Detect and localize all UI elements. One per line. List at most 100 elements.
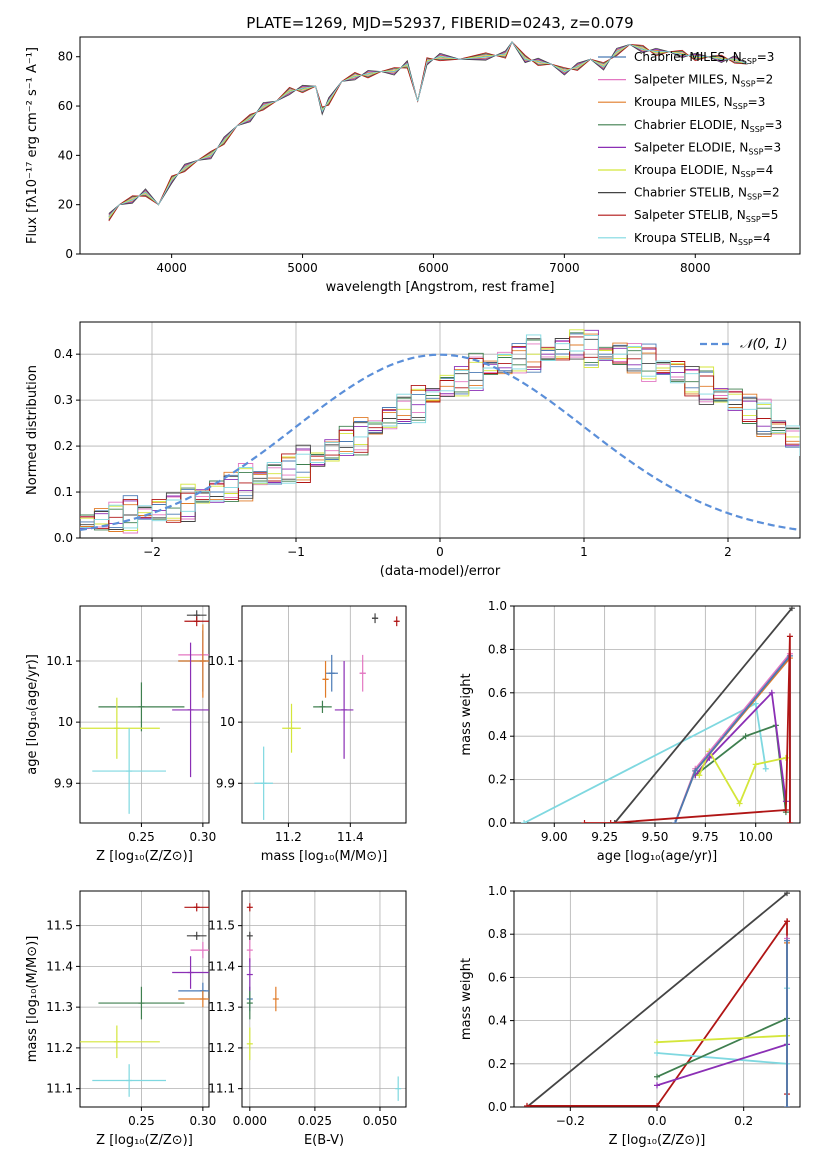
legend-suffix: =2 [762,186,780,200]
x-axis-label: age [log₁₀(age/yr)] [597,849,718,864]
y-axis-label: Flux [fλ10⁻¹⁷ erg cm⁻² s⁻¹ A⁻¹] [25,47,40,244]
errorbar-point-kroupa_stelib [92,1064,166,1097]
y-tick-label: 10.1 [46,654,73,668]
errorbar-point-kroupa_elodie [246,1027,253,1061]
weight-series-salpeter_elodie [656,1043,788,1087]
y-tick-label: 10 [220,715,235,729]
errorbar-point-chabrier_elodie [98,986,185,1020]
weight-point-kroupa_elodie [736,800,743,807]
panel-mass_vs_ebv: 0.000 0.025 0.050 11.1 11.2 11.3 11.4 11.5 E(B-V… [208,890,407,1148]
legend-subscript: SSP [741,80,756,89]
y-tick-label: 80 [58,50,73,64]
panel-weight_vs_age: 9.00 9.25 9.50 9.75 10.00 0.0 0.2 0.4 0.6 0.8 1.0 a… [459,599,801,864]
legend-subscript: SSP [741,170,756,179]
legend-label-salpeter_stelib: Salpeter STELIB, NSSP=5 [634,208,778,224]
errorbar-point-salpeter_stelib [393,616,400,627]
errorbar-point-chabrier_stelib [246,931,253,940]
legend-label-chabrier_stelib: Chabrier STELIB, NSSP=2 [634,186,780,202]
x-axis-label: E(B-V) [304,1133,344,1148]
legend-subscript: SSP [750,125,765,134]
weight-point-chabrier_elodie [654,1073,660,1080]
weight-point-salpeter_stelib [654,1102,660,1107]
errorbar-point-salpeter_miles [246,937,253,963]
weight-point-salpeter_stelib [782,806,789,813]
weight-point-salpeter_stelib [524,1102,530,1107]
y-axis-label: mass weight [459,958,474,1040]
y-tick-label: 0.2 [54,439,73,453]
errorbar-point-salpeter_elodie [172,956,209,989]
x-tick-label: 9.25 [591,830,618,844]
y-tick-label: 0.8 [488,642,507,656]
weight-series-chabrier_stelib [614,607,793,823]
weight-series-kroupa_stelib [656,988,788,1065]
plot-area-spectrum [108,41,748,222]
legend-subscript: SSP [748,147,763,156]
weight-series-kroupa_stelib [523,702,767,823]
errorbar-point-salpeter_stelib [184,616,209,627]
weight-point-kroupa_elodie [654,1039,660,1046]
errorbar-point-kroupa_stelib [254,746,273,820]
plot-area-weight_vs_Z [524,891,790,1107]
figure-title: PLATE=1269, MJD=52937, FIBERID=0243, z=0… [246,14,633,32]
legend-suffix: =4 [753,231,771,245]
y-tick-label: 0.6 [488,686,507,700]
x-tick-label: −2 [143,545,161,559]
weight-point-salpeter_stelib [581,820,588,823]
panel-weight_vs_Z: −0.2 0.0 0.2 0.0 0.2 0.4 0.6 0.8 1.0 Z [log₁₀(Z/Z… [459,884,801,1148]
x-axis-label: mass [log₁₀(M/M⊙)] [261,849,388,864]
errorbar-point-kroupa_stelib [395,1076,402,1101]
x-tick-label: 0.30 [189,1114,216,1128]
legend-label-kroupa_elodie: Kroupa ELODIE, NSSP=4 [634,163,773,179]
weight-point-chabrier_miles [672,820,679,823]
y-axis-label: age [log₁₀(age/yr)] [25,654,40,775]
x-axis-label: Z [log₁₀(Z/Z⊙)] [96,849,193,864]
errorbar-point-kroupa_miles [272,986,279,1012]
y-tick-label: 0.0 [54,531,73,545]
weight-point-salpeter_stelib [786,820,793,823]
spectrum-series-salpeter_stelib [108,41,748,222]
legend-suffix: =3 [763,140,781,154]
y-tick-label: 0.2 [488,1057,507,1071]
legend-suffix: =3 [757,50,775,64]
y-tick-label: 11.1 [208,1082,235,1096]
plot-area-age_vs_mass [254,613,400,820]
y-tick-label: 0.3 [54,393,73,407]
x-tick-label: 9.50 [642,830,669,844]
weight-series-chabrier_stelib [526,892,788,1107]
x-tick-label: 1 [580,545,588,559]
spectrum-series-kroupa_stelib [108,41,748,217]
legend-subscript: SSP [747,193,762,202]
weight-point-kroupa_stelib [654,1050,660,1056]
y-tick-label: 40 [58,148,73,162]
weight-point-chabrier_stelib [788,606,795,612]
axes-frame [79,36,801,255]
y-tick-label: 11.3 [46,1000,73,1014]
panel-spectrum: 4000 5000 6000 7000 8000 0 20 40 60 80 wavelength … [25,36,801,295]
panel-age_vs_Z: 0.25 0.30 9.9 10 10.1 Z [log₁₀(Z/Z⊙)] age [log… [25,605,216,864]
x-tick-label: 9.75 [692,830,719,844]
weight-point-kroupa_elodie [696,772,703,779]
panel-residuals: −2 −1 0 1 2 0.0 0.1 0.2 0.3 0.4 (data-model)/error… [25,321,801,579]
errorbar-point-chabrier_elodie [246,986,253,1020]
x-tick-label: 0.30 [189,830,216,844]
errorbar-point-kroupa_miles [178,624,209,698]
axes-frame [79,605,210,824]
x-axis-label: Z [log₁₀(Z/Z⊙)] [96,1133,193,1148]
plot-area-weight_vs_age [521,606,795,823]
errorbar-point-salpeter_elodie [334,661,354,759]
legend-suffix: =2 [756,73,774,87]
weight-point-chabrier_elodie [742,733,749,740]
plot-area-age_vs_Z [80,610,209,814]
weight-point-salpeter_stelib [784,918,790,925]
y-tick-label: 0.6 [488,970,507,984]
y-tick-label: 0.8 [488,927,507,941]
y-axis-label: Normed distribution [25,365,40,495]
weight-point-chabrier_miles [784,937,790,944]
plot-area-mass_vs_Z [80,903,209,1097]
gaussian-curve [80,353,800,531]
weight-point-salpeter_stelib [786,633,793,640]
errorbar-point-kroupa_miles [178,990,209,1008]
errorbar-point-salpeter_elodie [172,642,209,778]
errorbar-point-kroupa_elodie [80,1025,160,1059]
